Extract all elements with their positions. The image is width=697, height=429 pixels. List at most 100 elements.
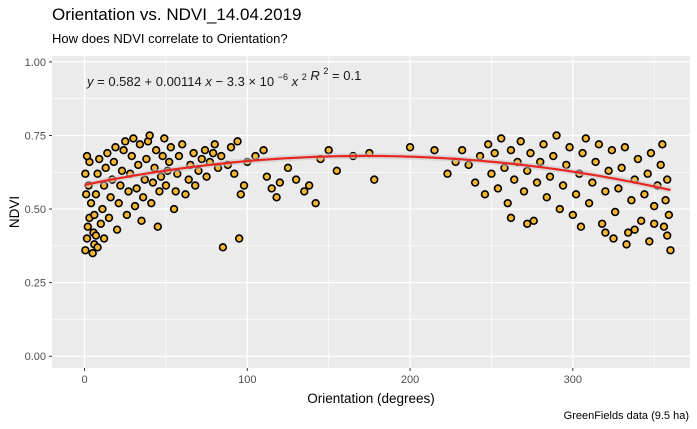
data-point xyxy=(111,143,120,152)
data-point xyxy=(174,151,184,161)
data-point xyxy=(487,169,496,178)
data-point xyxy=(158,151,167,161)
data-point xyxy=(304,181,314,190)
data-point xyxy=(130,201,140,211)
tick-labels: 0 100 200 300 0.00 0.25 0.50 0.75 1.00 xyxy=(25,57,582,386)
data-point xyxy=(604,166,613,175)
data-point xyxy=(430,145,439,155)
data-point xyxy=(480,190,490,199)
data-point xyxy=(483,140,493,149)
data-point xyxy=(234,234,244,243)
data-point xyxy=(210,140,219,149)
data-point xyxy=(609,234,618,243)
data-point xyxy=(311,198,320,208)
data-point xyxy=(623,228,633,237)
data-point xyxy=(597,219,607,228)
data-point xyxy=(98,204,107,214)
data-point xyxy=(91,231,101,240)
data-point xyxy=(649,219,659,228)
data-point xyxy=(272,193,281,202)
data-point xyxy=(510,175,519,184)
data-point xyxy=(506,213,516,223)
data-point xyxy=(109,157,119,167)
data-point xyxy=(562,160,571,170)
data-point xyxy=(267,184,276,193)
data-point xyxy=(104,213,114,223)
data-point xyxy=(103,148,112,158)
data-point xyxy=(443,169,452,178)
data-point xyxy=(132,184,141,193)
data-point xyxy=(145,131,154,140)
data-point xyxy=(86,198,96,208)
data-point xyxy=(197,154,206,164)
data-point xyxy=(153,222,162,231)
x-tick-label: 200 xyxy=(401,374,419,386)
data-point xyxy=(208,148,218,158)
data-point xyxy=(138,193,148,202)
data-point xyxy=(142,154,151,164)
data-point xyxy=(617,163,626,173)
eq-linear-coef: 0.00114 xyxy=(156,74,202,89)
data-point xyxy=(493,184,503,193)
data-point xyxy=(106,193,115,202)
data-point xyxy=(96,219,106,228)
data-point xyxy=(169,204,179,214)
data-point xyxy=(646,148,656,158)
data-point xyxy=(148,178,158,187)
regression-equation: y = 0.582 + 0.00114 x − 3.3 × 10 −6 x 2 … xyxy=(86,62,361,89)
data-point xyxy=(112,225,122,234)
data-point xyxy=(184,175,193,184)
data-point xyxy=(558,181,568,190)
y-tick-label: 0.25 xyxy=(25,278,46,290)
y-tick-label: 0.75 xyxy=(25,130,46,142)
data-point xyxy=(236,190,245,199)
data-point xyxy=(137,216,146,226)
data-point xyxy=(114,198,123,208)
y-tick-label: 0.50 xyxy=(25,204,46,216)
data-point xyxy=(571,190,581,199)
data-point xyxy=(233,137,242,146)
data-point xyxy=(578,148,587,158)
data-point xyxy=(470,178,480,187)
eq-r2-value: 0.1 xyxy=(343,68,361,83)
data-point xyxy=(643,169,652,178)
data-point xyxy=(661,196,670,205)
data-point xyxy=(93,169,102,178)
data-point xyxy=(584,198,594,208)
data-point xyxy=(81,169,90,178)
data-point xyxy=(217,151,226,161)
chart-subtitle: How does NDVI correlate to Orientation? xyxy=(52,31,288,46)
data-point xyxy=(526,148,535,158)
data-point xyxy=(81,190,91,199)
data-point xyxy=(565,143,574,152)
eq-lhs: y xyxy=(86,74,95,89)
data-point xyxy=(658,140,667,149)
data-point xyxy=(545,172,555,181)
data-point xyxy=(147,198,156,208)
data-points xyxy=(81,131,675,258)
data-point xyxy=(160,134,169,143)
y-tick-label: 1.00 xyxy=(25,57,46,69)
data-point xyxy=(503,198,512,208)
data-point xyxy=(519,187,529,196)
data-point xyxy=(239,181,249,190)
data-point xyxy=(490,148,499,158)
data-point xyxy=(94,154,104,164)
data-point xyxy=(542,193,551,202)
data-point xyxy=(656,160,665,170)
y-tick-label: 0.00 xyxy=(25,351,46,363)
data-point xyxy=(588,178,597,187)
data-point xyxy=(81,246,90,255)
data-point xyxy=(121,137,130,146)
eq-quad-mantissa: 3.3 xyxy=(227,74,245,89)
data-point xyxy=(523,219,532,228)
x-tick-label: 300 xyxy=(564,374,582,386)
data-point xyxy=(645,237,654,246)
data-point xyxy=(555,204,564,214)
data-point xyxy=(516,137,525,146)
data-point xyxy=(218,243,228,252)
x-tick-label: 100 xyxy=(238,374,256,386)
data-point xyxy=(601,228,610,237)
data-point xyxy=(620,143,630,152)
